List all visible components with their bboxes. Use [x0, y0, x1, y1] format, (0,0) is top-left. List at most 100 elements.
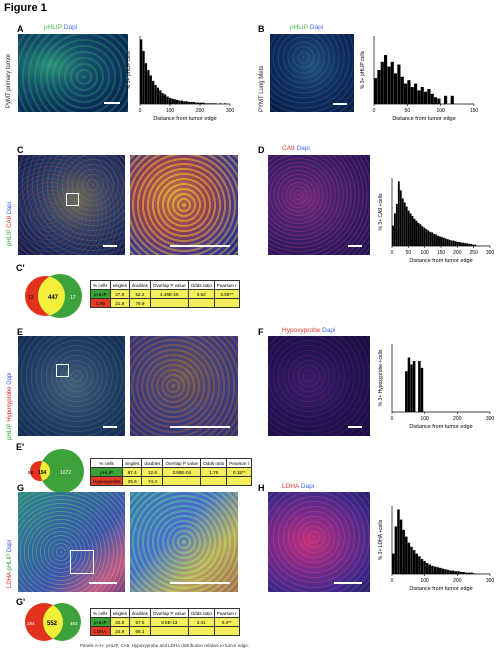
histogram-bar: [173, 99, 176, 104]
panel-label-b: B: [258, 24, 265, 34]
scale-bar: [89, 582, 117, 584]
table-cell: 34.9: [109, 626, 130, 636]
histogram-bar: [152, 80, 155, 104]
histogram-bar: [405, 371, 408, 412]
table-header-cell: Overlap P value: [149, 280, 189, 290]
histogram-bar: [457, 571, 460, 574]
histogram-bar: [166, 96, 169, 104]
inset-box: [66, 193, 79, 206]
table-header-cell: singles: [109, 280, 130, 290]
histogram-bar: [420, 87, 424, 104]
histogram-bar: [380, 61, 384, 104]
table-cell: [187, 298, 215, 308]
histogram-bar: [444, 238, 447, 246]
venn-right-count: 483: [70, 621, 78, 626]
table-cell: 25.6: [122, 476, 143, 486]
histogram-bar: [407, 80, 411, 104]
y-axis-label: % 3+ LDHA +cells: [378, 519, 384, 560]
histogram-bar: [441, 237, 443, 246]
histogram-bar: [454, 241, 457, 246]
table-cell: 0.55**: [213, 289, 240, 299]
panel-label-h: H: [258, 483, 265, 493]
table-cell: pHLIP: [90, 289, 111, 299]
x-tick-label: 0: [139, 108, 142, 114]
panel-h-micrograph: [268, 492, 370, 592]
histogram-bar: [459, 571, 463, 574]
table-cell: [162, 476, 202, 486]
table-cell: 21.8: [109, 298, 130, 308]
histogram-bar: [418, 361, 421, 412]
table-cell: 42.5: [109, 617, 130, 627]
histogram-bar: [154, 84, 157, 104]
histogram-bar: [473, 573, 476, 574]
stain-part: Dapi: [7, 372, 13, 387]
histogram-bar: [407, 542, 411, 574]
panel-a-micrograph: [18, 34, 128, 112]
table-header-cell: doubles: [128, 608, 151, 618]
histogram-bar: [168, 97, 172, 104]
panel-g-prime-table: % cells singles doubles Overlap P value Odds…: [90, 608, 240, 636]
y-axis-label: % 3+ pHLIP cells: [126, 50, 132, 89]
histogram-bar: [418, 556, 421, 574]
panel-b-micrograph: [270, 34, 354, 112]
histogram-bar: [399, 519, 403, 574]
table-header-cell: Pearson r: [213, 280, 240, 290]
histogram-bar: [452, 240, 455, 246]
table-header-cell: Pearson r: [226, 458, 253, 468]
histogram-bar: [464, 243, 467, 246]
panel-c-micrograph: [18, 155, 125, 255]
panel-label-c: C: [17, 145, 24, 155]
histogram-bar: [433, 566, 437, 574]
histogram-bar: [192, 101, 196, 104]
histogram-bar: [394, 73, 398, 104]
histogram-bar: [219, 103, 222, 104]
x-tick-label: 0: [391, 578, 394, 584]
histogram-bar: [204, 103, 208, 104]
histogram-bar: [156, 87, 160, 104]
histogram-bar: [411, 216, 414, 246]
histogram-bar: [427, 230, 430, 246]
x-axis-label: Distance from tumor edge: [153, 116, 216, 122]
histogram-bar: [442, 237, 445, 246]
histogram-bar: [401, 198, 404, 246]
table-header-cell: Odds ratio: [187, 280, 215, 290]
panel-b-histogram: 0 50 100 150 Distance from tumor edge % 3+ pH…: [360, 36, 478, 122]
panel-f-stain: Hypoxyprobe Dapi: [282, 327, 336, 334]
histogram-bar: [393, 213, 396, 246]
histogram-bar: [437, 98, 441, 104]
histogram-bar: [209, 103, 212, 104]
table-cell: 79.9: [128, 298, 151, 308]
table-cell: 65.1: [128, 626, 151, 636]
panel-label-e: E: [17, 327, 24, 337]
histogram-bar: [402, 529, 405, 574]
histogram-bar: [188, 101, 191, 104]
table-row: Hypoxyprobe 25.6 74.4: [89, 476, 253, 486]
x-tick-label: 50: [406, 250, 412, 256]
table-cell: pHLIP: [90, 617, 111, 627]
table-cell: 0.15**: [226, 467, 253, 477]
table-cell: 0.4**: [213, 617, 240, 627]
histogram-bar: [387, 66, 391, 104]
table-row: pHLIP 42.5 57.5 8.5E-13 3.41 0.4**: [90, 617, 240, 627]
stain-part: pHLIP: [7, 423, 13, 440]
histogram-bar: [149, 75, 152, 104]
scale-bar: [170, 582, 230, 584]
histogram-bar: [446, 569, 450, 574]
table-header-cell: singles: [122, 458, 143, 468]
table-cell: Hypoxyprobe: [89, 476, 124, 486]
histogram-bar: [417, 222, 420, 246]
x-tick-label: 300: [486, 250, 495, 256]
histogram-bar: [450, 240, 453, 246]
table-cell: [226, 476, 253, 486]
panel-f-histogram: 0 100 200 300 Distance from tumor edge % 3+ H…: [378, 344, 494, 430]
y-axis-label: % 3+ pHLIP cells: [360, 50, 366, 89]
table-cell: LDHA: [90, 626, 111, 636]
stain-part: LDHA: [7, 572, 13, 588]
histogram-bar: [424, 91, 428, 104]
x-tick-label: 100: [436, 108, 445, 114]
histogram-bar: [425, 229, 428, 246]
table-row: CA9 21.8 79.9: [90, 298, 240, 308]
histogram-bar: [409, 213, 412, 246]
table-header-cell: Odds ratio: [200, 458, 228, 468]
histogram-bar: [465, 572, 468, 574]
